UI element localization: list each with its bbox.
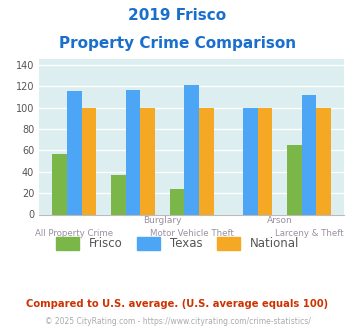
Bar	[243, 108, 258, 214]
Text: Larceny & Theft: Larceny & Theft	[275, 229, 343, 238]
Bar	[82, 108, 96, 214]
Bar	[287, 145, 302, 214]
Text: © 2025 CityRating.com - https://www.cityrating.com/crime-statistics/: © 2025 CityRating.com - https://www.city…	[45, 317, 310, 326]
Bar	[67, 91, 82, 214]
Text: Motor Vehicle Theft: Motor Vehicle Theft	[150, 229, 234, 238]
Bar	[184, 85, 199, 214]
Text: Arson: Arson	[267, 216, 293, 225]
Text: Property Crime Comparison: Property Crime Comparison	[59, 36, 296, 51]
Text: All Property Crime: All Property Crime	[35, 229, 113, 238]
Text: 2019 Frisco: 2019 Frisco	[129, 8, 226, 23]
Bar	[316, 108, 331, 214]
Bar	[258, 108, 272, 214]
Bar	[302, 95, 316, 214]
Bar	[140, 108, 155, 214]
Bar	[170, 189, 184, 214]
Bar	[199, 108, 214, 214]
Bar	[126, 90, 140, 214]
Bar	[52, 153, 67, 214]
Text: Compared to U.S. average. (U.S. average equals 100): Compared to U.S. average. (U.S. average …	[26, 299, 329, 309]
Bar	[111, 175, 126, 214]
Legend: Frisco, Texas, National: Frisco, Texas, National	[51, 232, 304, 255]
Text: Burglary: Burglary	[143, 216, 182, 225]
